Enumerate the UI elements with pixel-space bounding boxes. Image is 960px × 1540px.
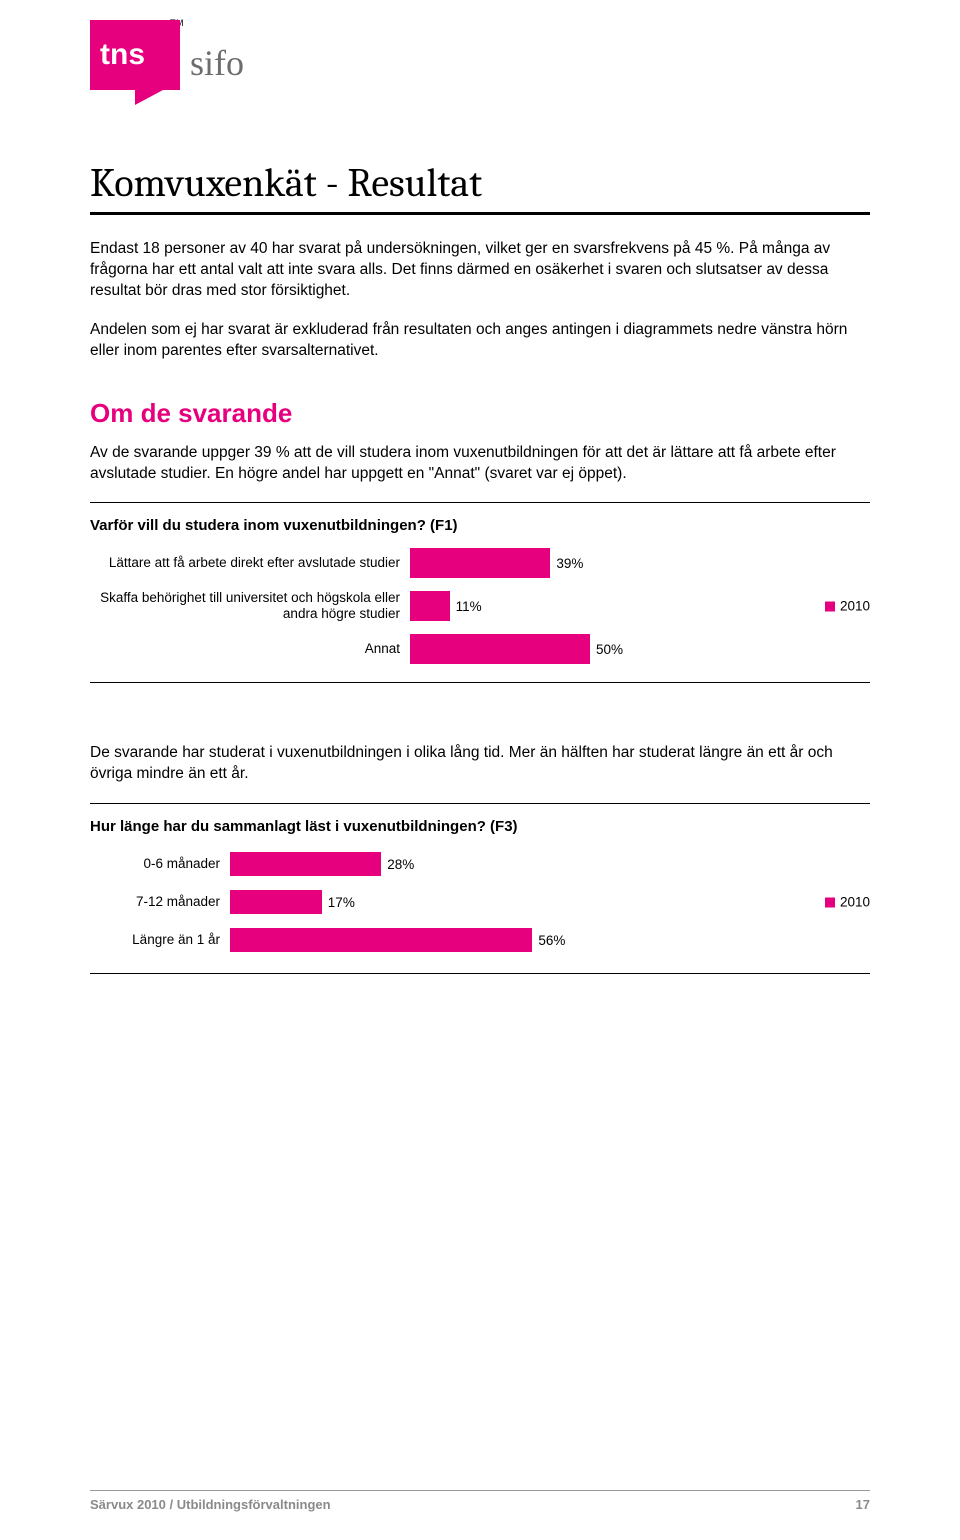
- chart-bar: [230, 928, 532, 952]
- chart2-legend: 2010: [825, 895, 870, 910]
- chart-row: Lättare att få arbete direkt efter avslu…: [90, 544, 870, 582]
- chart-bar-area: 39%: [410, 544, 870, 582]
- chart-bar: [230, 852, 381, 876]
- legend-label: 2010: [840, 599, 870, 614]
- chart-category-label: Lättare att få arbete direkt efter avslu…: [90, 555, 410, 571]
- logo: TM tns sifo: [90, 20, 870, 100]
- chart-category-label: Skaffa behörighet till universitet och h…: [90, 590, 410, 622]
- legend-label: 2010: [840, 895, 870, 910]
- chart-row: Skaffa behörighet till universitet och h…: [90, 582, 870, 630]
- chart-category-label: 7-12 månader: [90, 894, 230, 910]
- chart-value-label: 28%: [387, 857, 414, 872]
- chart-f3: 0-6 månader 28% 7-12 månader 17% Längre än 1…: [90, 845, 870, 959]
- footer-left: Särvux 2010 / Utbildningsförvaltningen: [90, 1497, 331, 1512]
- page-title: Komvuxenkät - Resultat: [90, 160, 870, 206]
- chart-row: Annat 50%: [90, 630, 870, 668]
- chart-value-label: 17%: [328, 895, 355, 910]
- chart1-legend: 2010: [825, 599, 870, 614]
- chart-category-label: Längre än 1 år: [90, 932, 230, 948]
- divider: [90, 502, 870, 503]
- chart-row: 0-6 månader 28%: [90, 845, 870, 883]
- chart-bar-area: 28%: [230, 845, 870, 883]
- logo-sifo-text: sifo: [190, 42, 244, 84]
- divider: [90, 682, 870, 683]
- chart-row: 7-12 månader 17%: [90, 883, 870, 921]
- section-heading: Om de svarande: [90, 398, 870, 429]
- chart2-question: Hur länge har du sammanlagt läst i vuxen…: [90, 818, 870, 835]
- chart-bar: [410, 591, 450, 621]
- chart-bar: [410, 548, 550, 578]
- svg-text:tns: tns: [100, 38, 145, 71]
- legend-swatch: [825, 897, 835, 907]
- tns-logo-box: tns: [90, 20, 180, 90]
- chart-category-label: 0-6 månader: [90, 856, 230, 872]
- chart-value-label: 39%: [556, 556, 583, 571]
- chart-bar-area: 56%: [230, 921, 870, 959]
- chart1-question: Varför vill du studera inom vuxenutbildn…: [90, 517, 870, 534]
- intro-para-2: Andelen som ej har svarat är exkluderad …: [90, 320, 870, 362]
- section1-para: Av de svarande uppger 39 % att de vill s…: [90, 443, 870, 485]
- intro-para-1: Endast 18 personer av 40 har svarat på u…: [90, 239, 870, 302]
- chart-bar: [410, 634, 590, 664]
- chart-bar-area: 11%: [410, 582, 870, 630]
- section2-para: De svarande har studerat i vuxenutbildni…: [90, 743, 870, 785]
- chart-f1: Lättare att få arbete direkt efter avslu…: [90, 544, 870, 668]
- legend-swatch: [825, 601, 835, 611]
- chart-bar: [230, 890, 322, 914]
- divider: [90, 973, 870, 974]
- chart-category-label: Annat: [90, 641, 410, 657]
- footer-page-number: 17: [856, 1497, 870, 1512]
- chart-bar-area: 17%: [230, 883, 870, 921]
- chart-value-label: 56%: [538, 933, 565, 948]
- chart-value-label: 11%: [456, 599, 482, 614]
- chart-value-label: 50%: [596, 642, 623, 657]
- title-rule: [90, 212, 870, 215]
- divider: [90, 803, 870, 804]
- chart-row: Längre än 1 år 56%: [90, 921, 870, 959]
- chart-bar-area: 50%: [410, 630, 870, 668]
- page-footer: Särvux 2010 / Utbildningsförvaltningen 1…: [90, 1490, 870, 1512]
